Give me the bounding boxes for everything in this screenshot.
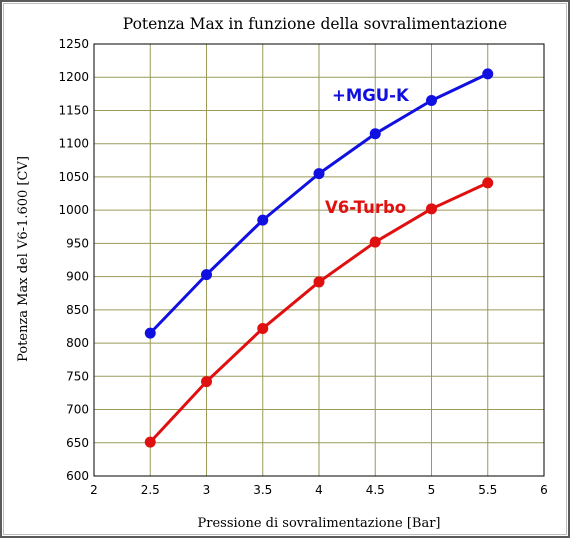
x-tick-label: 5.5 [478,483,497,497]
y-tick-label: 600 [66,469,89,483]
data-point [257,214,269,226]
y-axis-label: Potenza Max del V6-1.600 [CV] [16,156,31,362]
series-v6-turbo [144,177,494,448]
y-tick-label: 800 [66,336,89,350]
x-tick-label: 3.5 [253,483,272,497]
data-point [144,327,156,339]
y-tick-label: 650 [66,436,89,450]
y-tick-label: 1100 [58,137,89,151]
chart-frame-inner [3,3,567,535]
y-tick-label: 750 [66,369,89,383]
y-tick-label: 1000 [58,203,89,217]
chart-title: Potenza Max in funzione della sovralimen… [123,15,507,33]
x-tick-label: 2.5 [141,483,160,497]
data-point [426,94,437,106]
x-tick-label: 6 [540,483,548,497]
x-tick-labels: 2 2.5 3 3.5 4 4.5 5 5.5 6 [90,483,548,497]
data-point [201,376,212,388]
y-tick-label: 950 [66,236,89,250]
x-tick-label: 5 [428,483,436,497]
data-point [426,203,437,215]
y-tick-labels: 600 650 700 750 800 850 900 950 1000 1050 1100 1150… [58,37,89,483]
x-tick-label: 4 [315,483,323,497]
x-tick-label: 3 [203,483,211,497]
y-tick-label: 1250 [58,37,89,51]
y-tick-label: 700 [66,403,89,417]
x-axis-label: Pressione di sovralimentazione [Bar] [198,516,441,531]
x-tick-label: 2 [90,483,98,497]
plot-area-border [93,43,545,477]
data-point [369,128,381,140]
data-point [257,322,269,334]
series-label-mgu-k: +MGU-K [332,86,410,105]
y-tick-label: 1150 [58,103,89,117]
x-tick-label: 4.5 [366,483,385,497]
data-point [144,436,156,448]
data-point [482,177,494,189]
data-point [369,236,381,248]
grid-lines [93,43,545,477]
y-tick-label: 850 [66,303,89,317]
y-tick-label: 1200 [58,70,89,84]
data-point [201,269,212,281]
data-point [313,276,325,288]
series-layer [144,68,494,448]
y-tick-label: 1050 [58,170,89,184]
series-mgu-k [144,68,494,339]
data-point [313,168,325,180]
y-tick-label: 900 [66,270,89,284]
data-point [482,68,494,80]
series-label-v6-turbo: V6-Turbo [325,198,406,217]
